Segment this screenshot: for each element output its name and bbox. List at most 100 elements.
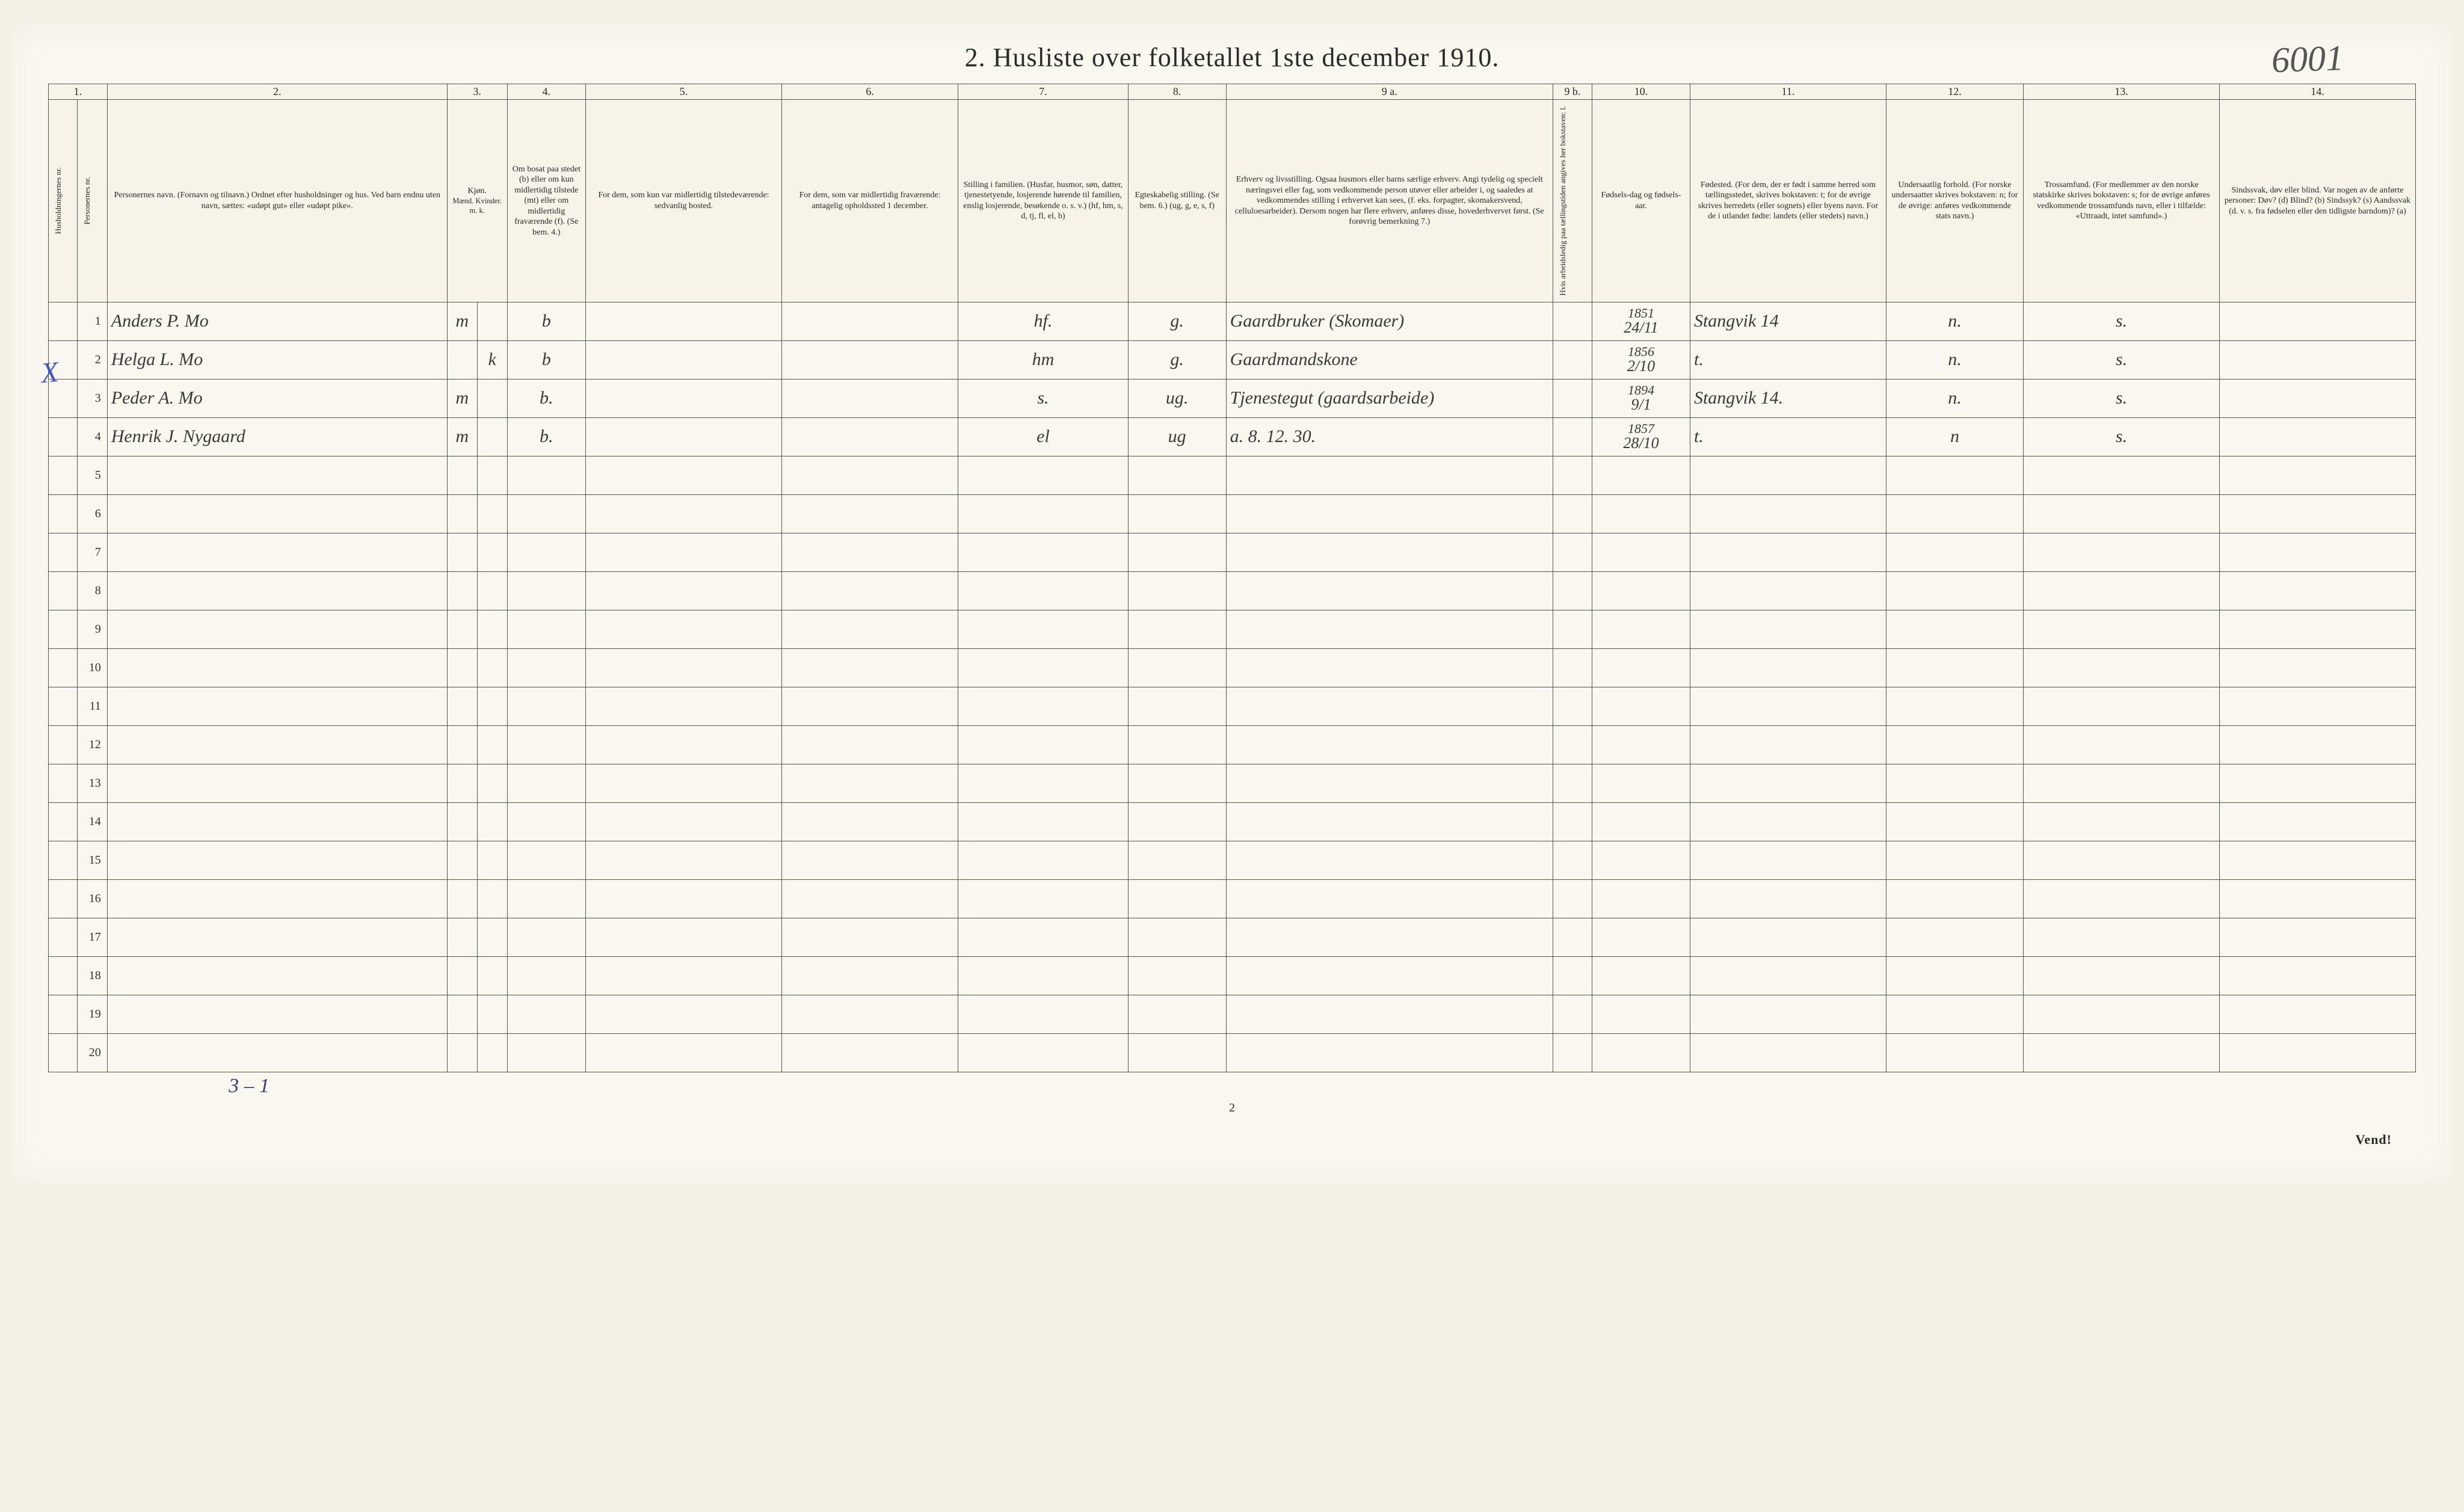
empty-cell [1886, 1033, 2023, 1072]
empty-cell [1690, 918, 1886, 956]
census-table: 1. 2. 3. 4. 5. 6. 7. 8. 9 a. 9 b. 10. 11… [48, 84, 2416, 1072]
empty-cell [958, 802, 1128, 841]
stilling: hf. [958, 302, 1128, 340]
empty-cell [447, 918, 477, 956]
egte: g. [1128, 340, 1226, 379]
empty-cell [2024, 802, 2220, 841]
empty-cell [1128, 764, 1226, 802]
empty-cell [1592, 841, 1690, 879]
empty-cell [1886, 571, 2023, 610]
empty-cell [585, 918, 781, 956]
household-col [49, 687, 78, 725]
col8-label: Egteskabelig stilling. (Se bem. 6.) (ug,… [1128, 100, 1226, 303]
empty-cell [1553, 764, 1592, 802]
empty-cell [1226, 725, 1553, 764]
empty-cell [507, 456, 585, 494]
empty-cell [2219, 494, 2415, 533]
household-col [49, 841, 78, 879]
col11-label: Fødested. (For dem, der er født i samme … [1690, 100, 1886, 303]
person-num: 9 [77, 610, 107, 648]
empty-cell [1886, 995, 2023, 1033]
empty-cell [447, 956, 477, 995]
empty-cell [1128, 610, 1226, 648]
name-cell: Helga L. Mo [107, 340, 447, 379]
empty-cell [2024, 725, 2220, 764]
empty-cell [477, 841, 507, 879]
empty-cell [781, 918, 958, 956]
empty-cell [507, 1033, 585, 1072]
empty-cell [507, 610, 585, 648]
empty-cell [1690, 802, 1886, 841]
empty-cell [2219, 956, 2415, 995]
sex-k [477, 379, 507, 417]
empty-cell [447, 841, 477, 879]
empty-cell [1592, 956, 1690, 995]
empty-cell [507, 725, 585, 764]
empty-cell [1128, 533, 1226, 571]
empty-cell [1886, 841, 2023, 879]
empty-cell [107, 571, 447, 610]
empty-cell [507, 764, 585, 802]
empty-cell [2219, 571, 2415, 610]
c14 [2219, 417, 2415, 456]
name-cell: Anders P. Mo [107, 302, 447, 340]
empty-cell [958, 879, 1128, 918]
person-num: 3 [77, 379, 107, 417]
c5 [585, 417, 781, 456]
fodested: t. [1690, 417, 1886, 456]
empty-cell [781, 1033, 958, 1072]
empty-cell [781, 995, 958, 1033]
person-num: 2 [77, 340, 107, 379]
table-row: 16 [49, 879, 2416, 918]
empty-cell [1886, 610, 2023, 648]
fodested: Stangvik 14. [1690, 379, 1886, 417]
col10-label: Fødsels-dag og fødsels-aar. [1592, 100, 1690, 303]
empty-cell [1553, 571, 1592, 610]
empty-cell [1226, 995, 1553, 1033]
empty-cell [2024, 533, 2220, 571]
empty-cell [958, 725, 1128, 764]
household-col [49, 533, 78, 571]
colnum-6: 6. [781, 84, 958, 100]
empty-cell [107, 533, 447, 571]
table-row: 1Anders P. Mombhf.g.Gaardbruker (Skomaer… [49, 302, 2416, 340]
undersaat: n. [1886, 302, 2023, 340]
colnum-9a: 9 a. [1226, 84, 1553, 100]
c5 [585, 302, 781, 340]
empty-cell [2219, 764, 2415, 802]
sex-k [477, 302, 507, 340]
empty-cell [1592, 533, 1690, 571]
empty-cell [477, 1033, 507, 1072]
erhverv: Tjenestegut (gaardsarbeide) [1226, 379, 1553, 417]
empty-cell [447, 764, 477, 802]
empty-cell [1128, 725, 1226, 764]
egte: g. [1128, 302, 1226, 340]
person-num: 10 [77, 648, 107, 687]
table-row: 20 [49, 1033, 2416, 1072]
c6 [781, 417, 958, 456]
col1a-label: Husholdningernes nr. [49, 100, 78, 303]
empty-cell [107, 995, 447, 1033]
table-row: 8 [49, 571, 2416, 610]
empty-cell [1886, 648, 2023, 687]
table-row: 4Henrik J. Nygaardmb.eluga. 8. 12. 30.18… [49, 417, 2416, 456]
person-num: 13 [77, 764, 107, 802]
tros: s. [2024, 340, 2220, 379]
empty-cell [2024, 571, 2220, 610]
empty-cell [477, 456, 507, 494]
empty-cell [958, 533, 1128, 571]
empty-cell [781, 802, 958, 841]
fodsel: 18562/10 [1592, 340, 1690, 379]
household-col [49, 302, 78, 340]
col9a-label: Erhverv og livsstilling. Ogsaa husmors e… [1226, 100, 1553, 303]
empty-cell [107, 494, 447, 533]
empty-cell [1226, 841, 1553, 879]
empty-cell [585, 494, 781, 533]
table-head: 1. 2. 3. 4. 5. 6. 7. 8. 9 a. 9 b. 10. 11… [49, 84, 2416, 303]
empty-cell [958, 956, 1128, 995]
table-row: 9 [49, 610, 2416, 648]
household-col [49, 571, 78, 610]
empty-cell [447, 610, 477, 648]
empty-cell [1128, 456, 1226, 494]
empty-cell [507, 956, 585, 995]
